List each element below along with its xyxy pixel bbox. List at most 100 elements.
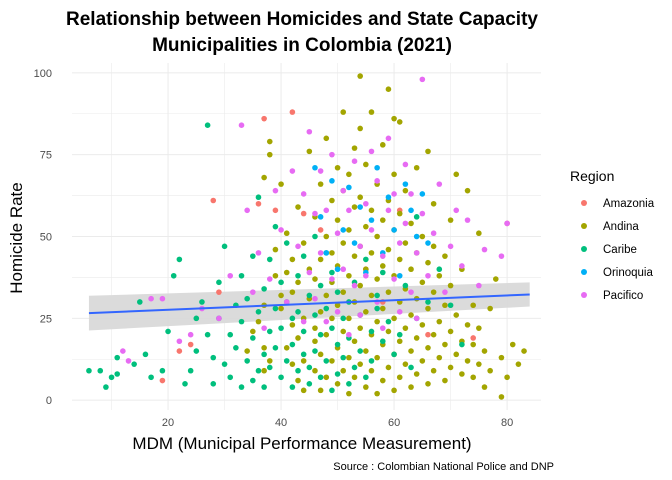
data-point — [317, 181, 324, 187]
legend-key-orinoquia — [581, 269, 587, 275]
data-point — [295, 377, 301, 384]
data-point — [363, 256, 369, 263]
data-point — [210, 197, 217, 204]
y-tick-label: 0 — [46, 395, 52, 407]
data-point — [334, 302, 341, 309]
data-point — [374, 178, 380, 184]
data-point — [340, 315, 347, 322]
data-point — [430, 367, 437, 374]
data-point — [289, 341, 296, 348]
data-point — [419, 233, 426, 240]
data-point — [159, 377, 166, 384]
data-point — [357, 325, 363, 331]
data-point — [447, 328, 454, 335]
data-point — [396, 256, 403, 263]
data-point — [391, 227, 397, 233]
data-point — [312, 325, 318, 331]
data-point — [430, 289, 437, 295]
data-point — [255, 194, 262, 201]
data-point — [470, 341, 476, 348]
data-point — [244, 207, 250, 214]
data-point — [453, 351, 460, 358]
data-point — [97, 367, 104, 374]
data-point — [312, 348, 318, 354]
x-tick-label: 20 — [162, 417, 174, 429]
confidence-band — [88, 282, 530, 331]
data-point — [283, 269, 290, 276]
data-point — [413, 214, 420, 220]
data-point — [363, 384, 369, 390]
data-point — [385, 364, 392, 371]
data-point — [464, 217, 471, 223]
data-point — [419, 358, 426, 364]
data-point — [176, 338, 183, 345]
data-point — [216, 289, 222, 295]
data-point — [385, 328, 392, 335]
data-point — [323, 305, 330, 312]
chart-title: Relationship between Homicides and State… — [66, 9, 538, 30]
y-tick-label: 100 — [34, 68, 52, 80]
data-point — [385, 207, 392, 214]
data-point — [137, 299, 143, 305]
data-point — [374, 276, 380, 282]
data-point — [498, 253, 505, 259]
data-point — [379, 305, 386, 312]
data-point — [379, 253, 386, 259]
data-point — [306, 148, 313, 155]
data-point — [300, 253, 307, 259]
data-point — [481, 246, 488, 253]
data-point — [216, 315, 222, 322]
data-point — [278, 325, 284, 331]
data-point — [295, 279, 301, 286]
data-point — [266, 364, 273, 371]
data-point — [351, 240, 358, 246]
data-point — [278, 292, 284, 299]
data-point — [374, 292, 380, 299]
data-point — [334, 308, 341, 315]
data-point — [170, 272, 177, 279]
data-point — [306, 364, 313, 371]
data-point — [346, 381, 352, 387]
data-point — [379, 217, 386, 223]
data-point — [368, 367, 375, 374]
data-point — [379, 269, 386, 276]
data-point — [481, 384, 488, 390]
data-point — [295, 308, 301, 315]
confidence-band-area — [88, 282, 530, 331]
data-point — [323, 331, 330, 338]
data-point — [329, 197, 335, 204]
x-tick-label: 40 — [275, 417, 287, 429]
data-point — [357, 282, 363, 289]
data-point — [255, 200, 262, 207]
data-point — [442, 253, 448, 259]
data-point — [182, 381, 188, 387]
data-point — [261, 351, 267, 358]
data-point — [255, 318, 262, 325]
data-point — [464, 187, 471, 194]
data-point — [317, 351, 324, 358]
data-point — [238, 272, 245, 279]
data-point — [300, 358, 307, 364]
data-point — [430, 230, 437, 237]
data-point — [351, 204, 358, 210]
data-point — [363, 348, 369, 354]
data-point — [368, 328, 375, 335]
data-point — [108, 374, 115, 381]
data-point — [312, 233, 318, 240]
data-point — [346, 272, 352, 279]
data-point — [221, 243, 228, 250]
data-point — [334, 217, 341, 223]
data-point — [329, 178, 335, 184]
data-point — [329, 151, 335, 158]
data-point — [204, 122, 211, 128]
data-point — [436, 318, 443, 325]
data-point — [385, 194, 392, 201]
data-point — [402, 220, 409, 227]
data-point — [283, 230, 290, 237]
data-point — [238, 384, 245, 390]
data-point — [442, 289, 448, 295]
data-point — [334, 230, 341, 237]
data-point — [481, 348, 488, 354]
regression-line — [88, 293, 530, 315]
